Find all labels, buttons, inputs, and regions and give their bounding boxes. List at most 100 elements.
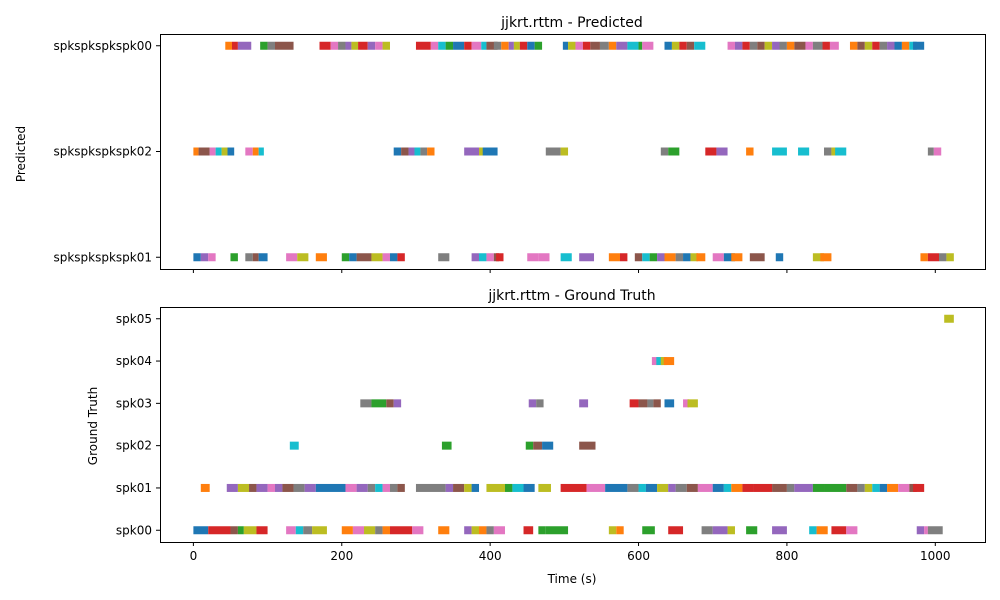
predicted-segment-spkspkspkspk01 — [258, 253, 268, 262]
ground-truth-segment-spk01 — [415, 483, 446, 492]
predicted-segment-spkspkspkspk01 — [479, 253, 487, 262]
ground-truth-segment-spk03 — [664, 399, 675, 408]
predicted-segment-spkspkspkspk00 — [562, 41, 569, 50]
predicted-segment-spkspkspkspk02 — [401, 147, 409, 156]
predicted-segment-spkspkspkspk01 — [634, 253, 643, 262]
predicted-segment-spkspkspkspk02 — [245, 147, 253, 156]
ground-truth-segment-spk01 — [382, 483, 390, 492]
predicted-segment-spkspkspkspk00 — [757, 41, 765, 50]
predicted-segment-spkspkspkspk00 — [764, 41, 773, 50]
ground-truth-segment-spk01 — [560, 483, 587, 492]
ground-truth-segment-spk01 — [864, 483, 873, 492]
ground-truth-segment-spk01 — [786, 483, 795, 492]
predicted-segment-spkspkspkspk02 — [933, 147, 942, 156]
ground-truth-segment-spk01 — [315, 483, 346, 492]
ground-truth-segment-spk01 — [753, 483, 773, 492]
ground-truth-y-tick-label: spk02 — [116, 439, 152, 453]
ground-truth-y-tick-label: spk03 — [116, 396, 152, 410]
ground-truth-segment-spk03 — [371, 399, 387, 408]
predicted-segment-spkspkspkspk00 — [438, 41, 446, 50]
predicted-segment-spkspkspkspk01 — [341, 253, 350, 262]
ground-truth-x-ticks: 0 200 400 600 800 1000 — [190, 542, 951, 563]
ground-truth-segment-spk00 — [412, 526, 424, 535]
ground-truth-segment-spk00 — [438, 526, 450, 535]
ground-truth-segment-spk01 — [356, 483, 368, 492]
ground-truth-x-tick-label: 400 — [479, 549, 502, 563]
ground-truth-segment-spk00 — [927, 526, 943, 535]
predicted-segment-spkspkspkspk00 — [225, 41, 232, 50]
predicted-segment-spkspkspkspk02 — [420, 147, 428, 156]
ground-truth-segment-spk00 — [303, 526, 313, 535]
predicted-chart-title: jjkrt.rttm - Predicted — [500, 15, 643, 31]
predicted-segment-spkspkspkspk01 — [731, 253, 743, 262]
predicted-segment-spkspkspkspk02 — [824, 147, 832, 156]
predicted-chart: jjkrt.rttm - Predicted Predicted spkspks… — [14, 15, 986, 273]
ground-truth-segment-spk00 — [479, 526, 487, 535]
predicted-segment-spkspkspkspk01 — [664, 253, 676, 262]
ground-truth-segment-spk01 — [538, 483, 551, 492]
ground-truth-segment-spk01 — [887, 483, 899, 492]
ground-truth-x-tick-label: 800 — [775, 549, 798, 563]
ground-truth-segment-spk01 — [812, 483, 825, 492]
ground-truth-x-tick-label: 600 — [627, 549, 650, 563]
predicted-segment-spkspkspkspk00 — [375, 41, 383, 50]
ground-truth-segment-spk01 — [824, 483, 847, 492]
predicted-segment-spkspkspkspk00 — [812, 41, 823, 50]
predicted-y-tick-label: spkspkspkspk00 — [53, 39, 152, 53]
predicted-segments — [193, 41, 954, 262]
predicted-segment-spkspkspkspk00 — [338, 41, 346, 50]
predicted-segment-spkspkspkspk00 — [857, 41, 865, 50]
predicted-segment-spkspkspkspk00 — [664, 41, 672, 50]
ground-truth-x-tick-label: 1000 — [920, 549, 951, 563]
predicted-segment-spkspkspkspk00 — [829, 41, 839, 50]
predicted-segment-spkspkspkspk02 — [464, 147, 480, 156]
predicted-segment-spkspkspkspk00 — [319, 41, 331, 50]
predicted-segment-spkspkspkspk00 — [508, 41, 514, 50]
ground-truth-segment-spk00 — [493, 526, 505, 535]
ground-truth-segment-spk01 — [731, 483, 743, 492]
ground-truth-segment-spk01 — [712, 483, 724, 492]
predicted-segment-spkspkspkspk00 — [430, 41, 439, 50]
ground-truth-segment-spk01 — [275, 483, 283, 492]
predicted-segment-spkspkspkspk01 — [920, 253, 928, 262]
ground-truth-segment-spk00 — [471, 526, 480, 535]
predicted-segment-spkspkspkspk00 — [616, 41, 628, 50]
predicted-segment-spkspkspkspk00 — [671, 41, 680, 50]
predicted-segment-spkspkspkspk00 — [237, 41, 252, 50]
predicted-segment-spkspkspkspk00 — [779, 41, 787, 50]
ground-truth-y-tick-label: spk01 — [116, 481, 152, 495]
predicted-segment-spkspkspkspk01 — [297, 253, 309, 262]
ground-truth-y-axis-label: Ground Truth — [86, 387, 100, 465]
ground-truth-segment-spk03 — [653, 399, 661, 408]
predicted-segment-spkspkspkspk02 — [427, 147, 435, 156]
ground-truth-segment-spk02 — [525, 441, 534, 450]
ground-truth-segment-spk01 — [226, 483, 238, 492]
predicted-segment-spkspkspkspk02 — [668, 147, 680, 156]
predicted-segment-spkspkspkspk01 — [315, 253, 327, 262]
predicted-axes-frame — [160, 34, 986, 270]
predicted-segment-spkspkspkspk01 — [371, 253, 383, 262]
predicted-segment-spkspkspkspk00 — [464, 41, 472, 50]
predicted-segment-spkspkspkspk01 — [657, 253, 665, 262]
predicted-segment-spkspkspkspk00 — [445, 41, 454, 50]
predicted-segment-spkspkspkspk02 — [705, 147, 717, 156]
ground-truth-segment-spk01 — [256, 483, 268, 492]
predicted-segment-spkspkspkspk00 — [694, 41, 706, 50]
ground-truth-segment-spk01 — [293, 483, 305, 492]
predicted-segment-spkspkspkspk01 — [252, 253, 259, 262]
predicted-segment-spkspkspkspk01 — [642, 253, 650, 262]
ground-truth-segment-spk03 — [647, 399, 654, 408]
predicted-segment-spkspkspkspk01 — [820, 253, 832, 262]
predicted-segment-spkspkspkspk01 — [649, 253, 658, 262]
predicted-segment-spkspkspkspk00 — [786, 41, 795, 50]
predicted-segment-spkspkspkspk02 — [545, 147, 561, 156]
ground-truth-segment-spk00 — [341, 526, 353, 535]
predicted-segment-spkspkspkspk00 — [382, 41, 390, 50]
predicted-segment-spkspkspkspk01 — [193, 253, 201, 262]
ground-truth-y-ticks: spk00 spk01 spk02 spk03 spk04 spk05 — [116, 312, 160, 537]
ground-truth-x-tick-label: 0 — [190, 549, 198, 563]
ground-truth-segment-spk01 — [846, 483, 858, 492]
ground-truth-segment-spk01 — [282, 483, 294, 492]
ground-truth-segment-spk01 — [605, 483, 628, 492]
predicted-segment-spkspkspkspk02 — [660, 147, 669, 156]
